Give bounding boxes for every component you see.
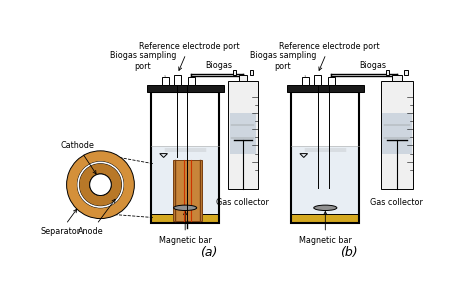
Wedge shape [79, 163, 122, 206]
Bar [174, 75, 181, 85]
Text: Reference electrode port: Reference electrode port [279, 42, 380, 71]
Text: Separator: Separator [40, 209, 81, 236]
Bar [381, 81, 413, 189]
Circle shape [90, 174, 111, 196]
Bar [250, 70, 253, 75]
Bar [233, 70, 236, 75]
Text: Biogas sampling
port: Biogas sampling port [250, 52, 316, 76]
Text: Anode: Anode [78, 199, 115, 236]
Bar [146, 85, 224, 92]
Text: Magnetic bar: Magnetic bar [299, 211, 352, 245]
Bar [238, 75, 247, 81]
Text: Gas collector: Gas collector [371, 198, 423, 207]
Bar [292, 214, 359, 223]
Bar [151, 214, 219, 223]
Text: Biogas sampling
port: Biogas sampling port [109, 52, 176, 76]
Text: (b): (b) [339, 246, 357, 259]
Bar [151, 146, 219, 223]
Bar [383, 113, 411, 154]
Ellipse shape [173, 205, 197, 211]
Text: Biogas: Biogas [360, 61, 387, 70]
Wedge shape [77, 162, 124, 208]
Bar [228, 81, 257, 189]
Bar [386, 70, 390, 75]
Bar [287, 85, 364, 92]
Wedge shape [66, 151, 134, 219]
Bar [302, 77, 309, 85]
Bar [292, 92, 359, 223]
Bar [328, 77, 335, 85]
Bar [173, 160, 202, 221]
Text: Gas collector: Gas collector [217, 198, 269, 207]
Text: Biogas: Biogas [206, 61, 233, 70]
Text: Cathode: Cathode [61, 141, 96, 174]
Text: (a): (a) [200, 246, 217, 259]
Text: Magnetic bar: Magnetic bar [159, 211, 211, 245]
Ellipse shape [314, 205, 337, 211]
Bar [162, 77, 169, 85]
Bar [188, 77, 195, 85]
Bar [292, 146, 359, 223]
Bar [392, 75, 402, 81]
Bar [314, 75, 321, 85]
Text: Reference electrode port: Reference electrode port [139, 42, 239, 71]
Bar [404, 70, 408, 75]
Bar [230, 113, 256, 154]
Bar [151, 92, 219, 223]
